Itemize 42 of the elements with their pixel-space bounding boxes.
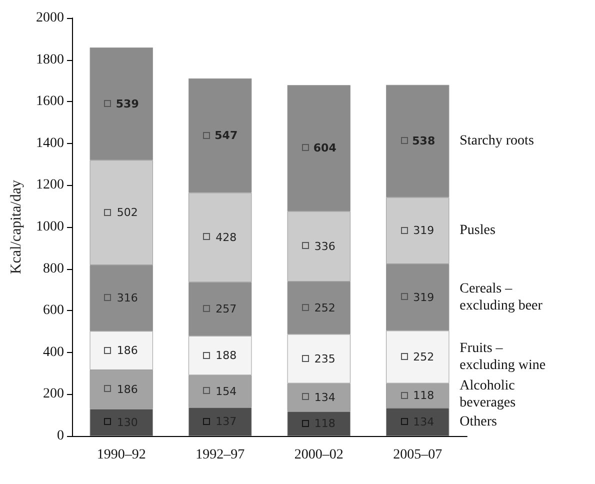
data-label: 154 <box>216 384 237 398</box>
y-tick-label: 0 <box>57 428 64 444</box>
y-tick-label: 200 <box>43 386 64 402</box>
data-label: 186 <box>116 382 138 396</box>
data-label: 547 <box>214 129 238 142</box>
x-tick-label: 1992–97 <box>196 448 245 462</box>
data-label: 186 <box>116 344 138 358</box>
y-tick-label: 2000 <box>36 10 64 26</box>
data-label: 539 <box>116 97 139 110</box>
data-label: 252 <box>413 350 434 364</box>
y-tick-label: 1200 <box>36 178 64 193</box>
y-tick-label: 1400 <box>36 136 64 151</box>
series-label: Alcoholic beverages <box>460 378 518 410</box>
data-label: 316 <box>116 292 138 305</box>
series-label: Fruits – excluding wine <box>460 341 546 373</box>
series-label: Others <box>460 414 497 430</box>
data-label: 118 <box>413 389 434 402</box>
data-label: 604 <box>313 142 337 155</box>
data-label: 319 <box>413 224 434 238</box>
y-tick-label: 400 <box>43 344 64 360</box>
data-label: 252 <box>314 301 336 314</box>
data-label: 257 <box>216 302 237 316</box>
x-tick-label: 2005–07 <box>393 448 442 462</box>
x-tick-label: 1990–92 <box>96 448 146 462</box>
y-tick-label: 800 <box>43 261 64 276</box>
series-label: Cereals – excluding beer <box>460 281 543 314</box>
data-label: 428 <box>216 230 237 244</box>
y-tick-label: 1000 <box>36 220 64 234</box>
data-label: 538 <box>412 134 436 148</box>
series-label: Pusles <box>460 223 496 238</box>
y-axis-title: Kcal/capita/day <box>8 179 24 274</box>
data-label: 502 <box>116 206 138 220</box>
data-label: 134 <box>314 390 336 404</box>
y-tick-label: 1600 <box>36 94 64 110</box>
y-tick-label: 600 <box>43 303 64 318</box>
x-tick-label: 2000–02 <box>294 448 344 462</box>
series-label: Starchy roots <box>460 134 534 149</box>
data-label: 188 <box>216 349 237 362</box>
y-tick-label: 1800 <box>36 52 64 68</box>
data-label: 235 <box>314 352 336 366</box>
data-label: 336 <box>314 240 336 253</box>
data-label: 319 <box>413 290 434 304</box>
